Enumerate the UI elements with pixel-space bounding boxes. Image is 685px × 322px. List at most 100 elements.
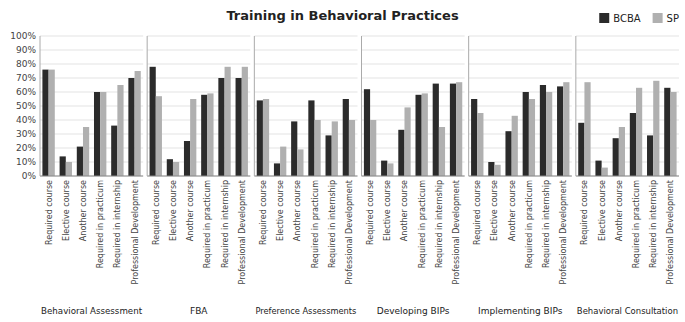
bar (291, 121, 297, 176)
bar (512, 116, 518, 176)
bar (664, 88, 670, 176)
grid-line (147, 78, 250, 79)
grid-line (254, 64, 357, 65)
grid-line (254, 176, 357, 177)
bar (167, 159, 173, 176)
bar (398, 130, 404, 176)
bar (630, 113, 636, 176)
grid-line (469, 176, 572, 177)
bar (529, 99, 535, 176)
y-tick-label: 70% (16, 73, 36, 83)
grid-line (576, 64, 679, 65)
x-tick-label: Required in practicum (525, 180, 534, 268)
x-tick-label: Elective course (490, 180, 499, 241)
grid-line (469, 64, 572, 65)
bar (326, 135, 332, 176)
bar (236, 78, 242, 176)
bar (670, 92, 676, 176)
bar (117, 85, 123, 176)
bar (563, 82, 569, 176)
bar (404, 107, 410, 176)
x-tick-label: Another course (293, 180, 302, 241)
bar (280, 147, 286, 176)
bar (263, 99, 269, 176)
bar (135, 71, 141, 176)
bar (613, 138, 619, 176)
grid-line (576, 134, 679, 135)
x-tick-label: Required in internship (113, 180, 122, 268)
bars (150, 67, 248, 176)
bars (364, 82, 462, 176)
bar (422, 93, 428, 176)
x-tick-label: Required course (152, 180, 161, 245)
grid-line (469, 50, 572, 51)
x-axis-label: Behavioral Assessment (41, 306, 143, 316)
x-tick-label: Required in practicum (203, 180, 212, 268)
grid-line (147, 106, 250, 107)
legend-swatch (599, 13, 609, 23)
x-tick-label: Elective course (276, 180, 285, 241)
bar (218, 78, 224, 176)
grid-line (576, 106, 679, 107)
grid-line (40, 162, 143, 163)
bar (477, 113, 483, 176)
panel: Required courseElective courseAnother co… (254, 36, 357, 316)
grid-line (362, 64, 465, 65)
x-tick-label: Another course (508, 180, 517, 241)
grid-line (147, 176, 250, 177)
x-tick-label: Professional Development (666, 180, 675, 284)
x-axis-label: Behavioral Consultation (577, 306, 678, 316)
bar (602, 168, 608, 176)
x-tick-label: Elective course (383, 180, 392, 241)
bar (343, 99, 349, 176)
grid-line (362, 162, 465, 163)
grid-line (254, 120, 357, 121)
grid-line (40, 50, 143, 51)
bar (450, 84, 456, 176)
bar (578, 123, 584, 176)
y-tick-label: 0% (22, 171, 37, 181)
y-tick-label: 30% (16, 129, 36, 139)
grid-line (469, 148, 572, 149)
grid-line (40, 120, 143, 121)
x-tick-label: Professional Development (345, 180, 354, 284)
bar (387, 163, 393, 176)
x-tick-label: Elective course (62, 180, 71, 241)
x-axis-line (147, 176, 250, 177)
grid-line (469, 92, 572, 93)
grid-line (362, 134, 465, 135)
x-tick-label: Required in practicum (311, 180, 320, 268)
x-tick-label: Elective course (169, 180, 178, 241)
grid-line (40, 148, 143, 149)
panel: Required courseElective courseAnother co… (147, 36, 250, 316)
x-tick-label: Another course (79, 180, 88, 241)
bar (456, 82, 462, 176)
grid-line (362, 120, 465, 121)
x-tick-label: Required course (580, 180, 589, 245)
grid-line (254, 50, 357, 51)
bar (297, 149, 303, 176)
y-tick-label: 10% (16, 157, 36, 167)
bar (242, 67, 248, 176)
x-axis-line (576, 176, 679, 177)
x-axis-line (40, 176, 143, 177)
x-tick-label: Required in internship (221, 180, 230, 268)
grid-line (40, 106, 143, 107)
bar (111, 126, 117, 176)
grid-line (254, 106, 357, 107)
bar (381, 161, 387, 176)
grid-line (147, 148, 250, 149)
y-tick-label: 50% (16, 101, 36, 111)
x-tick-label: Another course (615, 180, 624, 241)
grid-line (362, 78, 465, 79)
bars (578, 81, 676, 176)
y-axis-line (468, 36, 469, 176)
y-tick-label: 60% (16, 87, 36, 97)
bar (274, 163, 280, 176)
x-tick-label: Elective course (598, 180, 607, 241)
grid-line (254, 78, 357, 79)
bar (636, 88, 642, 176)
bar (128, 78, 134, 176)
grid-line (469, 78, 572, 79)
x-tick-label: Another course (400, 180, 409, 241)
